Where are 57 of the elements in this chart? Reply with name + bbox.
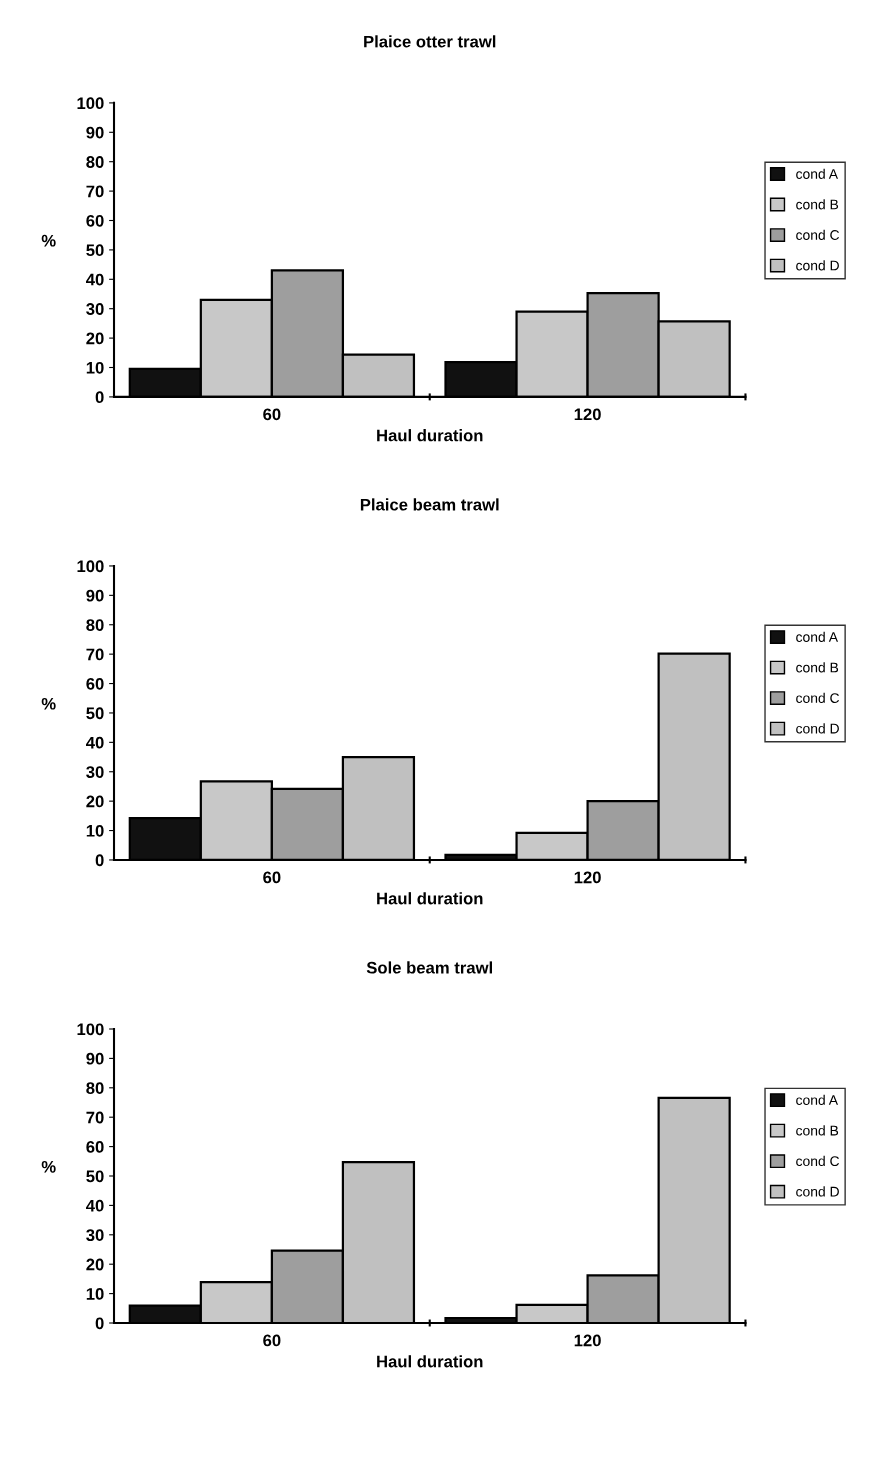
x-tick-label: 120 xyxy=(574,1334,601,1347)
y-tick-label: 10 xyxy=(86,361,104,374)
y-tick-label: 0 xyxy=(95,1317,104,1330)
y-tick-label: 90 xyxy=(86,1052,104,1065)
y-tick-label: 50 xyxy=(86,244,104,257)
x-axis-title: Haul duration xyxy=(377,1355,483,1368)
y-tick-label: 30 xyxy=(86,766,104,778)
x-tick-label: 120 xyxy=(574,871,601,884)
chart-title: Sole beam trawl xyxy=(366,961,492,974)
legend-label: cond D xyxy=(796,260,839,271)
legend-label: cond D xyxy=(796,723,839,734)
y-tick-label: 10 xyxy=(86,1288,104,1300)
y-tick-label: 50 xyxy=(86,1170,104,1183)
y-tick-label: 40 xyxy=(86,273,104,286)
y-tick-label: 70 xyxy=(86,1111,104,1124)
legend-label: cond C xyxy=(796,1155,840,1167)
legend-label: cond D xyxy=(796,1186,839,1197)
legend-label: cond B xyxy=(796,662,839,673)
legend-label: cond A xyxy=(796,168,839,179)
y-axis-title: % xyxy=(41,697,56,710)
y-tick-label: 60 xyxy=(86,677,104,690)
y-tick-label: 20 xyxy=(86,1258,104,1271)
y-tick-label: 30 xyxy=(86,303,104,315)
y-tick-label: 100 xyxy=(77,97,104,110)
x-axis-title: Haul duration xyxy=(377,429,483,442)
chart-title: Plaice otter trawl xyxy=(364,35,496,48)
x-tick-label: 120 xyxy=(574,408,601,421)
y-tick-label: 60 xyxy=(86,214,104,227)
y-tick-label: 70 xyxy=(86,648,104,661)
y-tick-label: 50 xyxy=(86,707,104,720)
y-tick-label: 30 xyxy=(86,1229,104,1242)
y-tick-label: 40 xyxy=(86,736,104,749)
y-tick-label: 100 xyxy=(77,560,104,573)
y-tick-label: 20 xyxy=(86,332,104,345)
legend-label: cond C xyxy=(796,692,840,703)
legend-label: cond B xyxy=(796,199,839,210)
y-tick-label: 70 xyxy=(86,185,104,198)
chart-title: Plaice beam trawl xyxy=(360,498,499,511)
y-tick-label: 20 xyxy=(86,795,104,808)
y-tick-label: 90 xyxy=(86,126,104,139)
legend-label: cond A xyxy=(796,1094,839,1105)
y-tick-label: 10 xyxy=(86,824,104,837)
legend-label: cond C xyxy=(796,229,840,240)
y-tick-label: 0 xyxy=(95,391,104,404)
y-tick-label: 100 xyxy=(77,1023,104,1036)
y-tick-label: 80 xyxy=(86,619,104,631)
legend-label: cond A xyxy=(796,631,839,642)
x-axis-title: Haul duration xyxy=(377,892,483,905)
y-tick-label: 80 xyxy=(86,156,104,168)
legend-label: cond B xyxy=(796,1125,839,1136)
y-tick-label: 60 xyxy=(86,1141,104,1153)
y-axis-title: % xyxy=(41,1160,56,1173)
y-axis-title: % xyxy=(41,234,56,247)
y-tick-label: 0 xyxy=(95,854,104,867)
y-tick-label: 40 xyxy=(86,1199,104,1212)
y-tick-label: 80 xyxy=(86,1082,104,1094)
y-tick-label: 90 xyxy=(86,589,104,602)
